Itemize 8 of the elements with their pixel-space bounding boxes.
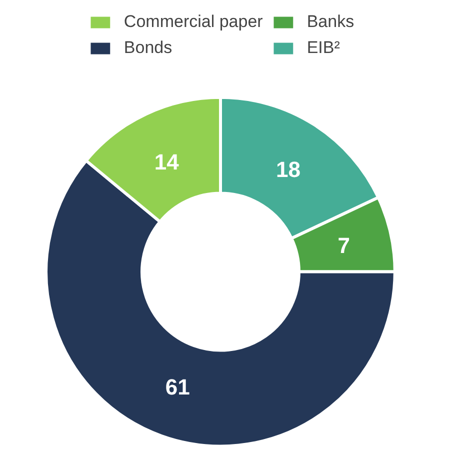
data-label: 61: [165, 374, 190, 400]
legend-label: Banks: [306, 12, 354, 32]
legend-label: EIB²: [306, 38, 340, 58]
data-label: 18: [276, 156, 300, 182]
legend-label: Commercial paper: [124, 12, 263, 32]
data-label: 14: [154, 149, 180, 174]
legend-label: Bonds: [124, 38, 172, 58]
data-label: 7: [338, 233, 350, 258]
